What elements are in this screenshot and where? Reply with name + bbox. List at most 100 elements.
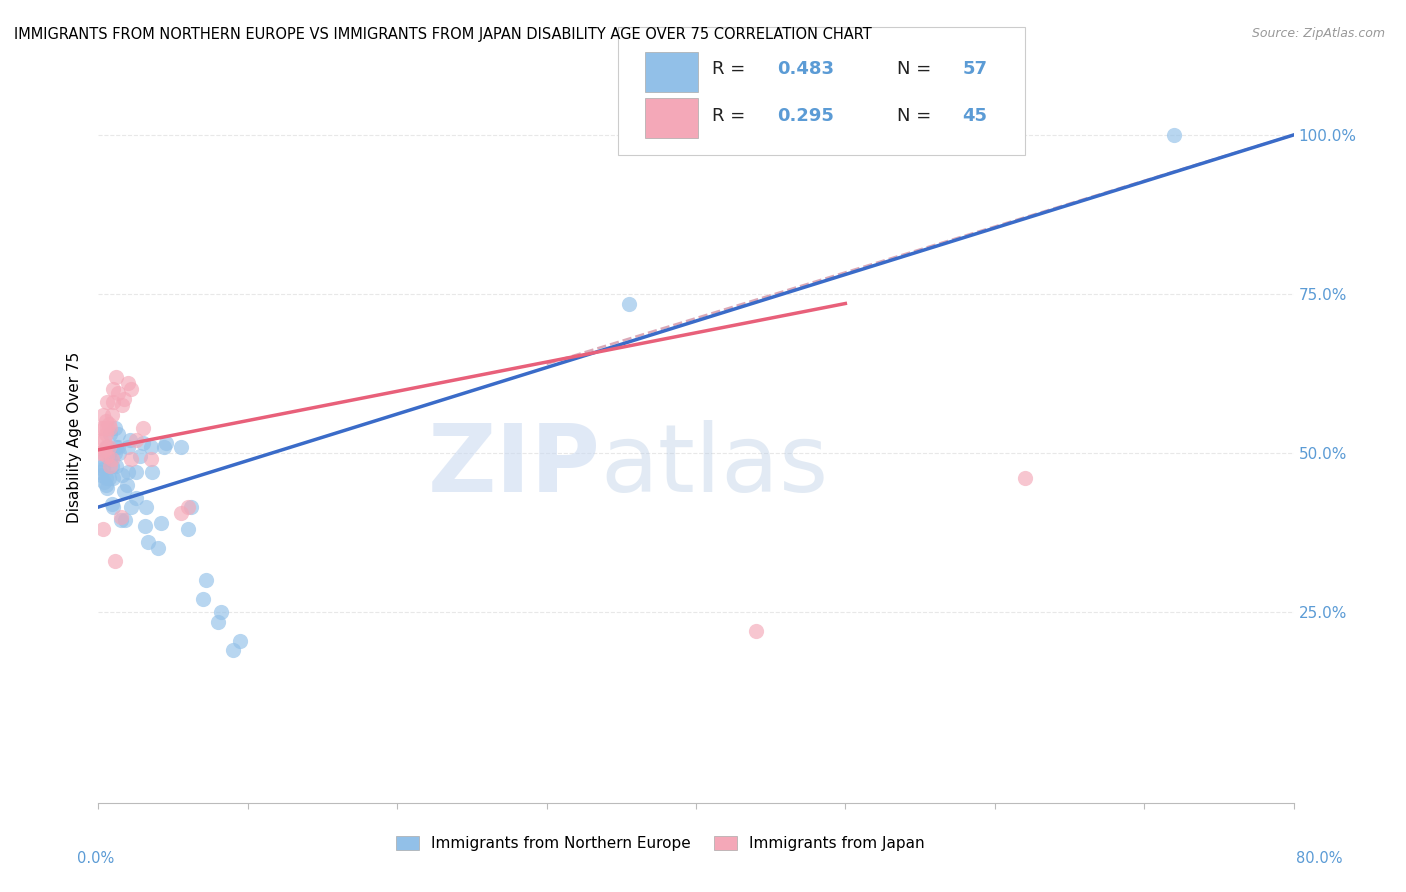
Point [118, 434, 141, 448]
Point [112, 484, 135, 499]
Point [132, 420, 155, 434]
Text: R =: R = [711, 60, 751, 78]
Point [112, 392, 135, 406]
Point [93, 475, 115, 489]
Point [153, 440, 176, 454]
Point [105, 369, 128, 384]
Point [107, 385, 129, 400]
Point [120, 452, 142, 467]
Point [93, 442, 115, 457]
Text: 80.0%: 80.0% [1296, 851, 1343, 865]
Point [180, 500, 202, 514]
Point [134, 519, 156, 533]
Point [110, 513, 132, 527]
Point [129, 449, 152, 463]
Point [103, 383, 125, 397]
Text: 0.295: 0.295 [778, 107, 834, 125]
Point [120, 500, 142, 514]
Point [108, 446, 131, 460]
Point [89, 465, 111, 479]
Point [745, 624, 768, 638]
Point [93, 434, 115, 448]
Point [617, 296, 640, 310]
Point [96, 395, 118, 409]
Point [101, 452, 124, 467]
Point [96, 420, 118, 434]
Point [94, 426, 117, 441]
Point [125, 465, 148, 479]
Point [90, 434, 112, 448]
Point [136, 535, 159, 549]
Point [107, 440, 129, 454]
Point [132, 436, 155, 450]
Text: atlas: atlas [600, 420, 828, 512]
Point [104, 420, 127, 434]
Point [93, 420, 115, 434]
Point [98, 452, 122, 467]
FancyBboxPatch shape [619, 28, 1025, 155]
Point [96, 481, 118, 495]
Point [169, 507, 191, 521]
Point [229, 633, 252, 648]
Point [96, 440, 118, 454]
Point [139, 452, 162, 467]
Text: N =: N = [897, 107, 936, 125]
Point [125, 491, 148, 505]
Point [115, 477, 138, 491]
Point [91, 458, 114, 473]
Point [98, 426, 122, 441]
Point [91, 522, 114, 536]
Point [104, 554, 127, 568]
Point [125, 434, 148, 448]
Point [1014, 471, 1036, 485]
FancyBboxPatch shape [644, 98, 699, 138]
Point [222, 643, 245, 657]
Point [91, 462, 114, 476]
Point [101, 497, 124, 511]
FancyBboxPatch shape [644, 52, 699, 92]
Legend: Immigrants from Northern Europe, Immigrants from Japan: Immigrants from Northern Europe, Immigra… [389, 830, 931, 857]
Point [191, 592, 214, 607]
Point [141, 465, 163, 479]
Point [135, 500, 157, 514]
Point [94, 477, 117, 491]
Point [104, 446, 127, 460]
Point [98, 458, 122, 473]
Text: ZIP: ZIP [427, 420, 600, 512]
Point [103, 471, 125, 485]
Point [177, 522, 200, 536]
Point [89, 446, 111, 460]
Point [117, 440, 139, 454]
Point [105, 440, 128, 454]
Point [94, 440, 117, 454]
Point [120, 383, 142, 397]
Point [97, 440, 120, 454]
Text: 57: 57 [963, 60, 987, 78]
Point [1163, 128, 1185, 142]
Point [117, 376, 139, 390]
Point [101, 408, 124, 422]
Point [114, 513, 136, 527]
Point [195, 573, 218, 587]
Point [117, 465, 139, 479]
Y-axis label: Disability Age Over 75: Disability Age Over 75 [67, 351, 83, 523]
Point [139, 440, 162, 454]
Point [93, 452, 115, 467]
Point [207, 615, 229, 629]
Point [91, 408, 114, 422]
Text: IMMIGRANTS FROM NORTHERN EUROPE VS IMMIGRANTS FROM JAPAN DISABILITY AGE OVER 75 : IMMIGRANTS FROM NORTHERN EUROPE VS IMMIG… [14, 27, 872, 42]
Point [103, 395, 125, 409]
Point [155, 436, 177, 450]
Point [209, 605, 232, 619]
Point [111, 468, 134, 483]
Point [169, 440, 191, 454]
Point [90, 468, 112, 483]
Text: 0.0%: 0.0% [77, 851, 114, 865]
Point [90, 420, 112, 434]
Point [97, 471, 120, 485]
Point [96, 449, 118, 463]
Text: 0.483: 0.483 [778, 60, 834, 78]
Text: 45: 45 [963, 107, 987, 125]
Point [101, 458, 124, 473]
Point [111, 398, 134, 412]
